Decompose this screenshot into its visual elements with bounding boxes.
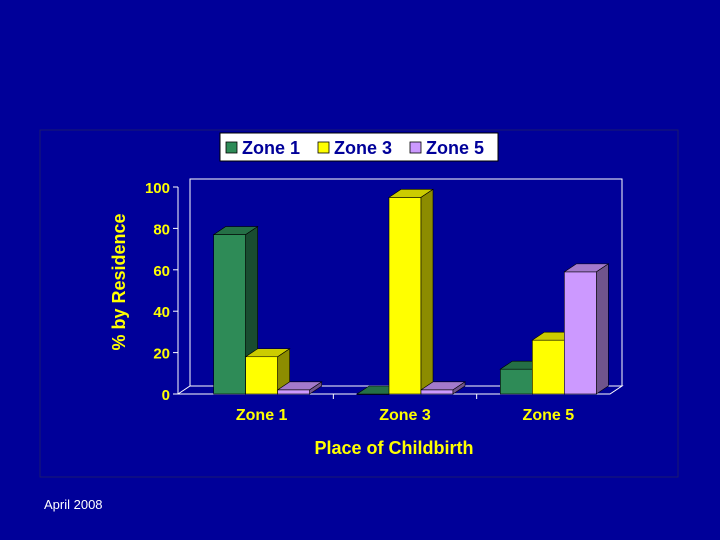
- bar: [213, 234, 246, 395]
- bar: [277, 389, 310, 395]
- y-tick-label: 80: [153, 221, 170, 238]
- plot-wall: [189, 178, 623, 386]
- y-tick-label: 20: [153, 346, 170, 363]
- legend-label: Zone 1: [242, 138, 300, 158]
- bar-side: [420, 188, 434, 395]
- x-axis-title: Place of Childbirth: [314, 438, 473, 458]
- bar: [245, 356, 278, 395]
- legend-box: [219, 132, 499, 162]
- chart-frame: [39, 129, 679, 478]
- y-tick-label: 40: [153, 304, 170, 321]
- chart-labels: 0 20 40 60 80 100 Zone 1 Zone 3 Zone 5: [145, 180, 574, 424]
- y-tick-label: 60: [153, 263, 170, 280]
- y-tick-label: 0: [162, 387, 170, 404]
- legend-label: Zone 3: [334, 138, 392, 158]
- legend-label: Zone 5: [426, 138, 484, 158]
- legend-swatch: [317, 141, 330, 154]
- y-tick-label: 100: [145, 180, 170, 197]
- bar: [532, 339, 565, 395]
- legend: Zone 1 Zone 3 Zone 5: [219, 132, 499, 162]
- bar-side: [309, 381, 322, 395]
- chart-bars: [212, 188, 610, 395]
- legend-swatch: [225, 141, 238, 154]
- x-tick-label: Zone 1: [236, 407, 288, 424]
- bar: [388, 197, 422, 395]
- x-tick-label: Zone 5: [523, 407, 575, 424]
- bar: [564, 271, 597, 395]
- bar: [420, 389, 454, 395]
- x-tick-label: Zone 3: [379, 407, 431, 424]
- legend-swatch: [409, 141, 422, 154]
- footer-date: April 2008: [44, 497, 103, 512]
- bar-side: [596, 263, 609, 395]
- bar-side: [452, 381, 466, 395]
- bar: [500, 368, 533, 395]
- y-axis-title: % by Residence: [109, 213, 129, 350]
